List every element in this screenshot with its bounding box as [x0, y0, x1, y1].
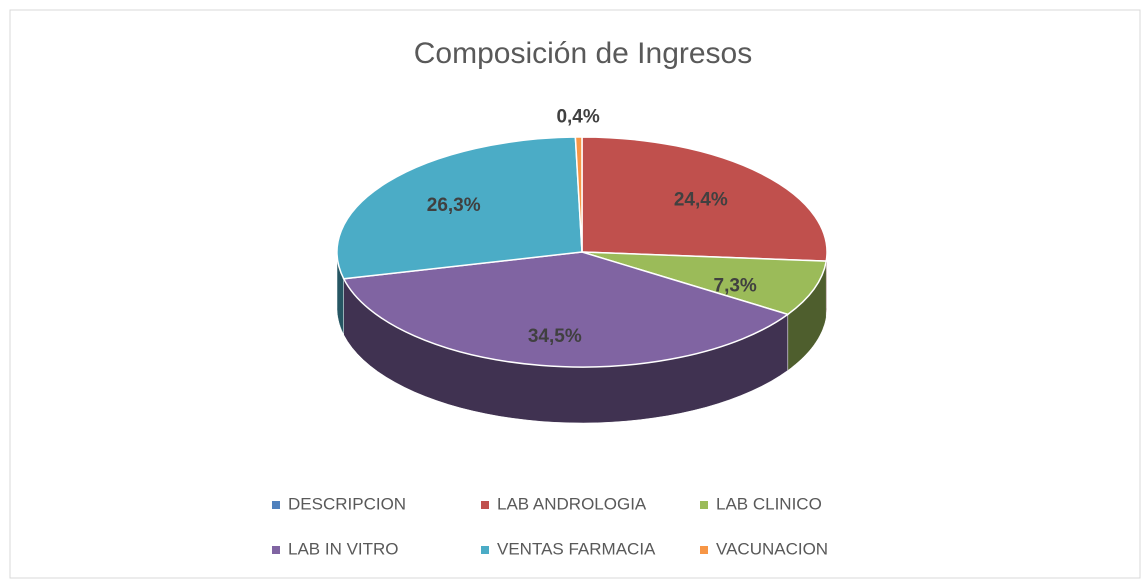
legend-label: DESCRIPCION: [288, 494, 406, 513]
slice: [336, 136, 583, 280]
slice: [581, 251, 828, 316]
slice: [574, 136, 583, 253]
legend-label: LAB IN VITRO: [288, 539, 399, 558]
legend-swatch: [272, 501, 280, 509]
legend-label: LAB ANDROLOGIA: [497, 494, 647, 513]
legend-swatch: [481, 501, 489, 509]
data-label: 7,3%: [714, 275, 757, 296]
slice: [581, 136, 828, 262]
data-label: 26,3%: [427, 195, 481, 216]
legend-label: VACUNACION: [716, 539, 828, 558]
legend-swatch: [272, 546, 280, 554]
legend-label: LAB CLINICO: [716, 494, 822, 513]
legend-swatch: [700, 501, 708, 509]
legend-swatch: [481, 546, 489, 554]
data-label: 24,4%: [674, 190, 728, 211]
legend-swatch: [700, 546, 708, 554]
data-label: 34,5%: [528, 326, 582, 347]
legend-label: VENTAS FARMACIA: [497, 539, 656, 558]
data-label: 0,4%: [556, 106, 599, 127]
slice: [342, 251, 790, 368]
chart-title: Composición de Ingresos: [414, 37, 753, 70]
